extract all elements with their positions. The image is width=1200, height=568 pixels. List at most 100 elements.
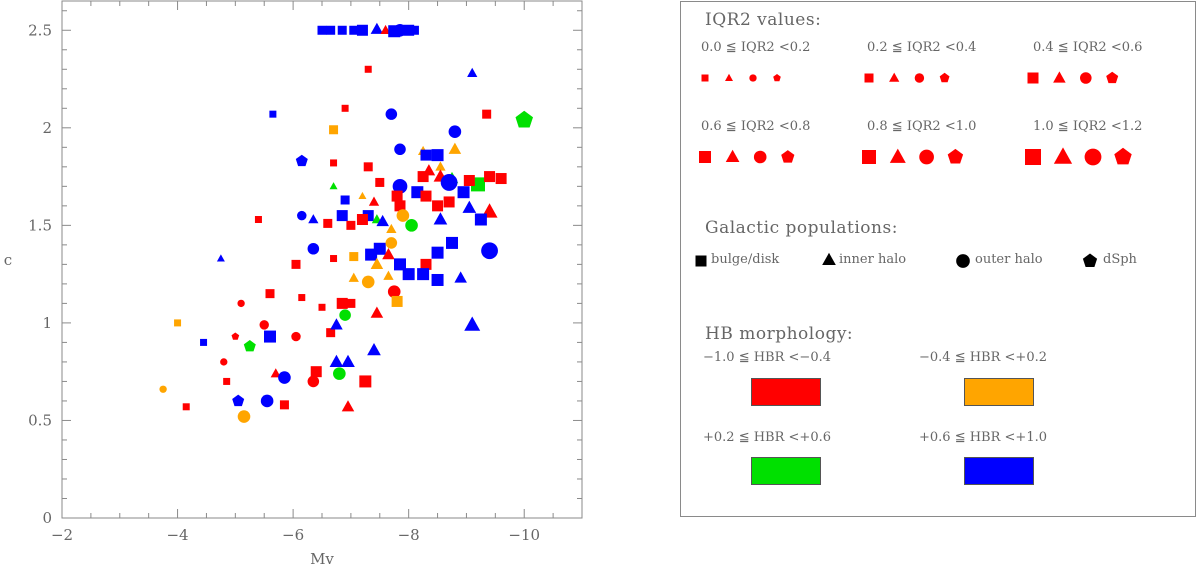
iqr-sample-square: [1027, 72, 1039, 84]
data-point-square: [402, 268, 415, 281]
iqr-sample-triangle: [1053, 147, 1073, 164]
data-point-circle: [291, 331, 301, 342]
data-point-triangle: [382, 248, 395, 260]
data-point-circle: [307, 242, 320, 255]
data-point-square: [375, 177, 385, 187]
data-point-circle: [448, 125, 462, 139]
data-point-pentagon: [231, 332, 240, 340]
data-point-square: [420, 258, 432, 270]
data-point-circle: [394, 143, 406, 156]
data-point-square: [346, 220, 356, 230]
population-symbol-triangle: [822, 252, 836, 266]
data-point-square: [403, 24, 415, 36]
data-point-circle: [220, 358, 228, 366]
hb-swatch-green: [751, 457, 821, 485]
data-point-square: [310, 366, 322, 378]
data-point-triangle: [383, 270, 394, 280]
data-point-square: [482, 109, 492, 119]
data-point-circle: [259, 320, 269, 330]
data-point-triangle: [370, 257, 384, 269]
data-point-square: [298, 294, 306, 302]
iqr-sample-square: [1025, 149, 1041, 165]
iqr-range-label: 0.2 ≦ IQR2 <0.4: [867, 40, 977, 55]
data-point-circle: [278, 371, 291, 384]
data-point-square: [336, 210, 348, 222]
data-point-circle: [333, 367, 346, 380]
data-point-square: [340, 195, 350, 205]
data-point-square: [265, 289, 275, 299]
data-point-triangle: [329, 354, 344, 367]
data-point-circle: [237, 299, 245, 308]
data-point-triangle: [464, 316, 481, 331]
data-point-square: [330, 255, 338, 263]
iqr-range-label: 0.4 ≦ IQR2 <0.6: [1033, 40, 1143, 55]
hb-swatch-red: [751, 378, 821, 406]
hb-range-label: +0.6 ≦ HBR <+1.0: [919, 430, 1047, 445]
data-point-square: [484, 171, 496, 183]
data-point-square: [337, 25, 347, 35]
data-point-square: [330, 159, 338, 167]
data-point-circle: [405, 219, 418, 232]
data-point-triangle: [216, 254, 225, 262]
data-point-square: [411, 186, 424, 199]
data-point-square: [264, 330, 276, 343]
iqr-sample-circle: [749, 74, 757, 82]
iqr-sample-triangle: [889, 72, 900, 82]
data-point-square: [394, 258, 406, 271]
data-point-triangle: [376, 214, 389, 227]
data-point-square: [394, 200, 406, 212]
data-point-square: [431, 246, 444, 259]
x-tick-label: −6: [282, 526, 304, 544]
data-point-circle: [387, 285, 401, 298]
iqr-sample-circle: [919, 149, 934, 165]
iqr-sample-pentagon: [1114, 147, 1132, 165]
data-point-square: [329, 125, 339, 135]
iqr-sample-circle: [914, 73, 925, 83]
data-point-square: [254, 216, 262, 224]
data-point-triangle: [341, 400, 355, 412]
data-point-circle: [440, 174, 458, 191]
data-point-square: [463, 174, 475, 186]
data-point-circle: [385, 237, 398, 249]
iqr-sample-square: [864, 73, 874, 83]
iqr-legend-title: IQR2 values:: [705, 10, 822, 30]
data-point-square: [446, 236, 458, 249]
legend-panel: IQR2 values: 0.0 ≦ IQR2 <0.2 0.2 ≦ IQR2 …: [680, 1, 1196, 517]
data-point-circle: [396, 209, 410, 222]
iqr-range-label: 0.0 ≦ IQR2 <0.2: [701, 40, 811, 55]
population-symbol-pentagon: [1082, 253, 1098, 267]
x-tick-label: −4: [166, 526, 188, 544]
iqr-range-label: 1.0 ≦ IQR2 <1.2: [1033, 119, 1143, 134]
iqr-sample-pentagon: [947, 148, 964, 164]
data-point-circle: [392, 178, 408, 194]
data-point-square: [443, 196, 455, 208]
hb-legend-title: HB morphology:: [705, 324, 854, 344]
data-point-pentagon: [295, 154, 308, 167]
data-point-square: [269, 110, 277, 118]
x-tick-label: −2: [51, 526, 73, 544]
data-point-square: [349, 25, 359, 35]
data-point-triangle: [358, 191, 367, 200]
data-point-square: [362, 210, 374, 222]
data-point-square: [356, 24, 368, 36]
data-point-circle: [307, 375, 320, 388]
data-point-pentagon: [232, 394, 245, 407]
data-point-square: [318, 303, 326, 311]
iqr-sample-triangle: [725, 73, 733, 81]
population-label-bulge-disk: bulge/disk: [711, 252, 780, 267]
hb-swatch-blue: [964, 457, 1034, 485]
data-point-square: [326, 328, 336, 338]
data-point-square: [365, 248, 378, 261]
data-point-square: [391, 295, 403, 307]
iqr-sample-triangle: [889, 148, 906, 163]
data-point-circle: [260, 394, 274, 408]
iqr-range-label: 0.6 ≦ IQR2 <0.8: [701, 119, 811, 134]
data-point-square: [182, 403, 190, 411]
data-point-square: [457, 186, 470, 199]
data-point-triangle: [367, 343, 381, 356]
x-axis-label: Mv: [310, 550, 334, 568]
y-tick-label: 0.5: [28, 411, 52, 429]
data-point-triangle: [308, 214, 319, 224]
data-point-circle: [339, 309, 351, 321]
data-point-triangle: [380, 24, 391, 35]
